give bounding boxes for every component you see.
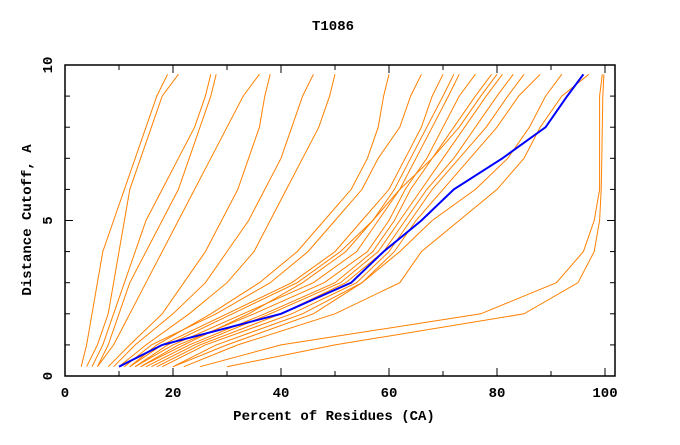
series-line-model-24 xyxy=(226,74,605,368)
axis-ticks xyxy=(64,64,615,377)
y-tick-label: 10 xyxy=(41,57,57,74)
x-tick-label: 20 xyxy=(165,386,182,402)
series-line-model-23 xyxy=(199,74,603,368)
series-line-model-22 xyxy=(183,73,590,368)
series-line-model-15 xyxy=(151,74,503,368)
series-line-model-19 xyxy=(140,74,498,368)
series-line-model-13 xyxy=(140,74,476,368)
series-line-model-8 xyxy=(118,74,336,368)
series-line-highlight xyxy=(118,73,585,368)
y-tick-label: 5 xyxy=(41,216,57,224)
series-line-model-1 xyxy=(80,74,169,367)
series-line-model-17 xyxy=(161,74,525,368)
series-line-model-21 xyxy=(172,74,563,368)
series-line-model-20 xyxy=(134,74,455,368)
x-tick-label: 100 xyxy=(592,386,617,402)
series-line-model-6 xyxy=(107,74,271,368)
y-tick-labels: 0 5 10 xyxy=(41,57,57,381)
series-line-model-11 xyxy=(129,74,444,368)
x-tick-label: 60 xyxy=(381,386,398,402)
x-tick-label: 0 xyxy=(61,386,69,402)
series-line-model-16 xyxy=(156,74,514,368)
series-line-model-12 xyxy=(134,74,460,368)
series-line-model-7 xyxy=(113,74,314,368)
series-line-model-2 xyxy=(86,74,179,367)
series-line-model-5 xyxy=(96,74,260,367)
x-tick-labels: 0 20 40 60 80 100 xyxy=(61,386,618,402)
series-line-model-4 xyxy=(96,74,217,367)
series-line-model-18 xyxy=(172,73,541,368)
y-axis-label: Distance Cutoff, A xyxy=(20,144,36,296)
x-tick-label: 40 xyxy=(273,386,290,402)
series-line-model-10 xyxy=(124,74,422,368)
y-tick-label: 0 xyxy=(41,372,57,380)
series-line-model-3 xyxy=(91,74,212,367)
series-line-model-9 xyxy=(129,74,390,368)
plot-frame xyxy=(64,64,616,377)
x-axis-label: Percent of Residues (CA) xyxy=(233,409,435,425)
chart-title: T1086 xyxy=(312,19,354,35)
series-lines xyxy=(80,73,605,368)
x-tick-label: 80 xyxy=(489,386,506,402)
